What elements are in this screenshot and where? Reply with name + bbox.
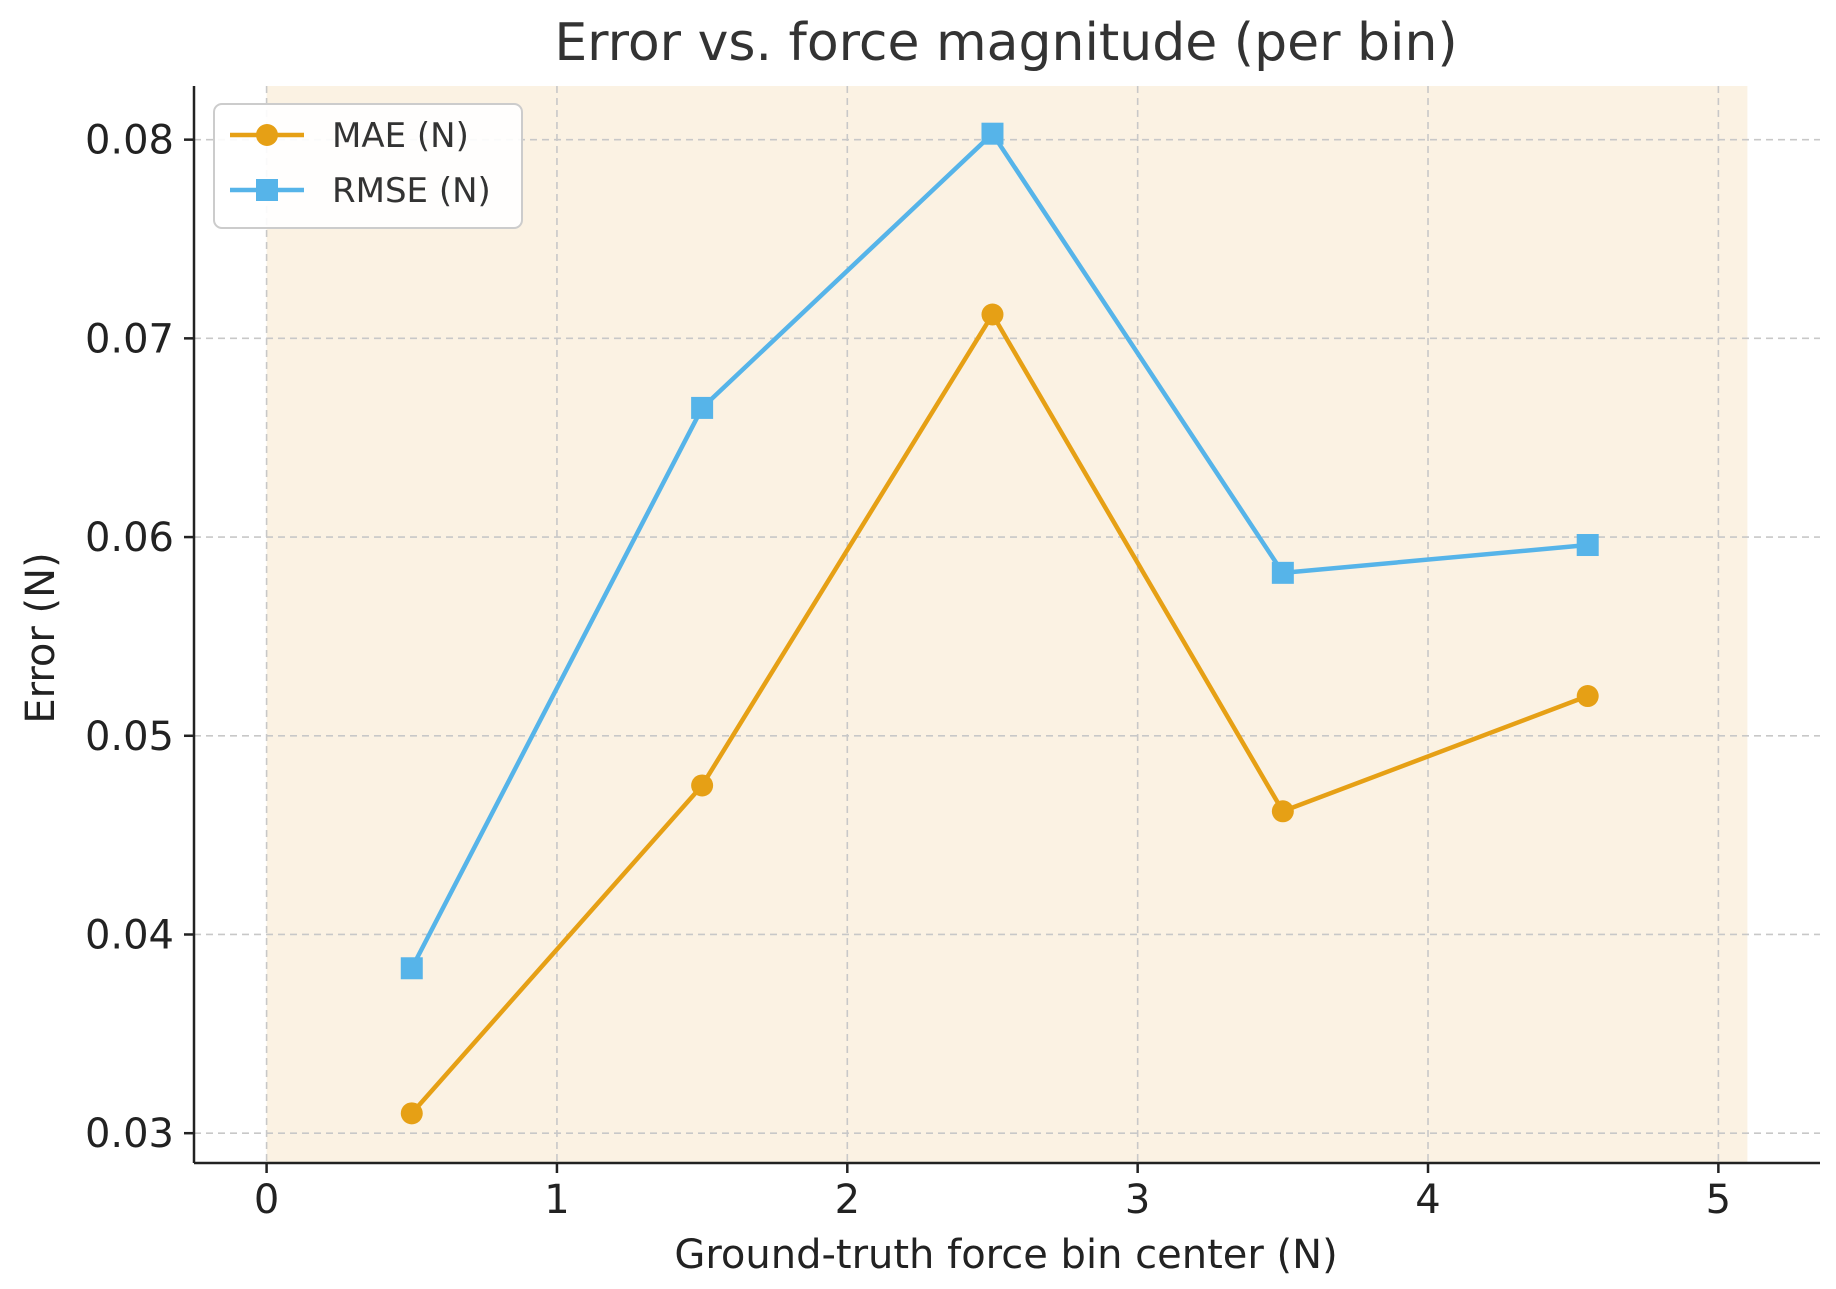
data-point-rmse	[981, 122, 1004, 145]
x-tick-label: 4	[1415, 1177, 1440, 1223]
x-tick-label: 1	[544, 1177, 569, 1223]
data-point-rmse	[1576, 534, 1599, 557]
legend-marker-rmse	[256, 179, 278, 201]
data-point-mae	[691, 774, 714, 797]
data-point-rmse	[400, 957, 423, 980]
y-tick-label: 0.03	[85, 1111, 174, 1157]
plot-area: 0 1 2 3 4 5 0.03 0.04 0.05 0.06 0.07 0.08 MAE (N) RMS…	[85, 86, 1820, 1223]
data-point-rmse	[691, 396, 714, 419]
x-tick-label: 5	[1706, 1177, 1731, 1223]
data-point-mae	[1271, 800, 1294, 823]
legend-marker-mae	[256, 124, 278, 146]
x-tick-label: 0	[254, 1177, 279, 1223]
y-tick-label: 0.06	[85, 515, 174, 561]
y-tick-label: 0.05	[85, 714, 174, 760]
x-tick-label: 2	[835, 1177, 860, 1223]
x-axis-label: Ground-truth force bin center (N)	[674, 1232, 1337, 1278]
data-point-mae	[1576, 685, 1599, 708]
data-point-mae	[981, 303, 1004, 326]
shaded-region	[266, 86, 1748, 1163]
y-tick-label: 0.08	[85, 118, 174, 164]
x-tick-label: 3	[1125, 1177, 1150, 1223]
legend-label-rmse: RMSE (N)	[332, 171, 491, 211]
legend-label-mae: MAE (N)	[332, 116, 469, 156]
y-axis-label: Error (N)	[18, 552, 64, 723]
data-point-mae	[400, 1102, 423, 1125]
chart-title: Error vs. force magnitude (per bin)	[554, 13, 1457, 73]
y-tick-label: 0.07	[85, 316, 174, 362]
legend: MAE (N) RMSE (N)	[213, 103, 523, 229]
y-tick-label: 0.04	[85, 912, 174, 958]
data-point-rmse	[1271, 561, 1294, 584]
